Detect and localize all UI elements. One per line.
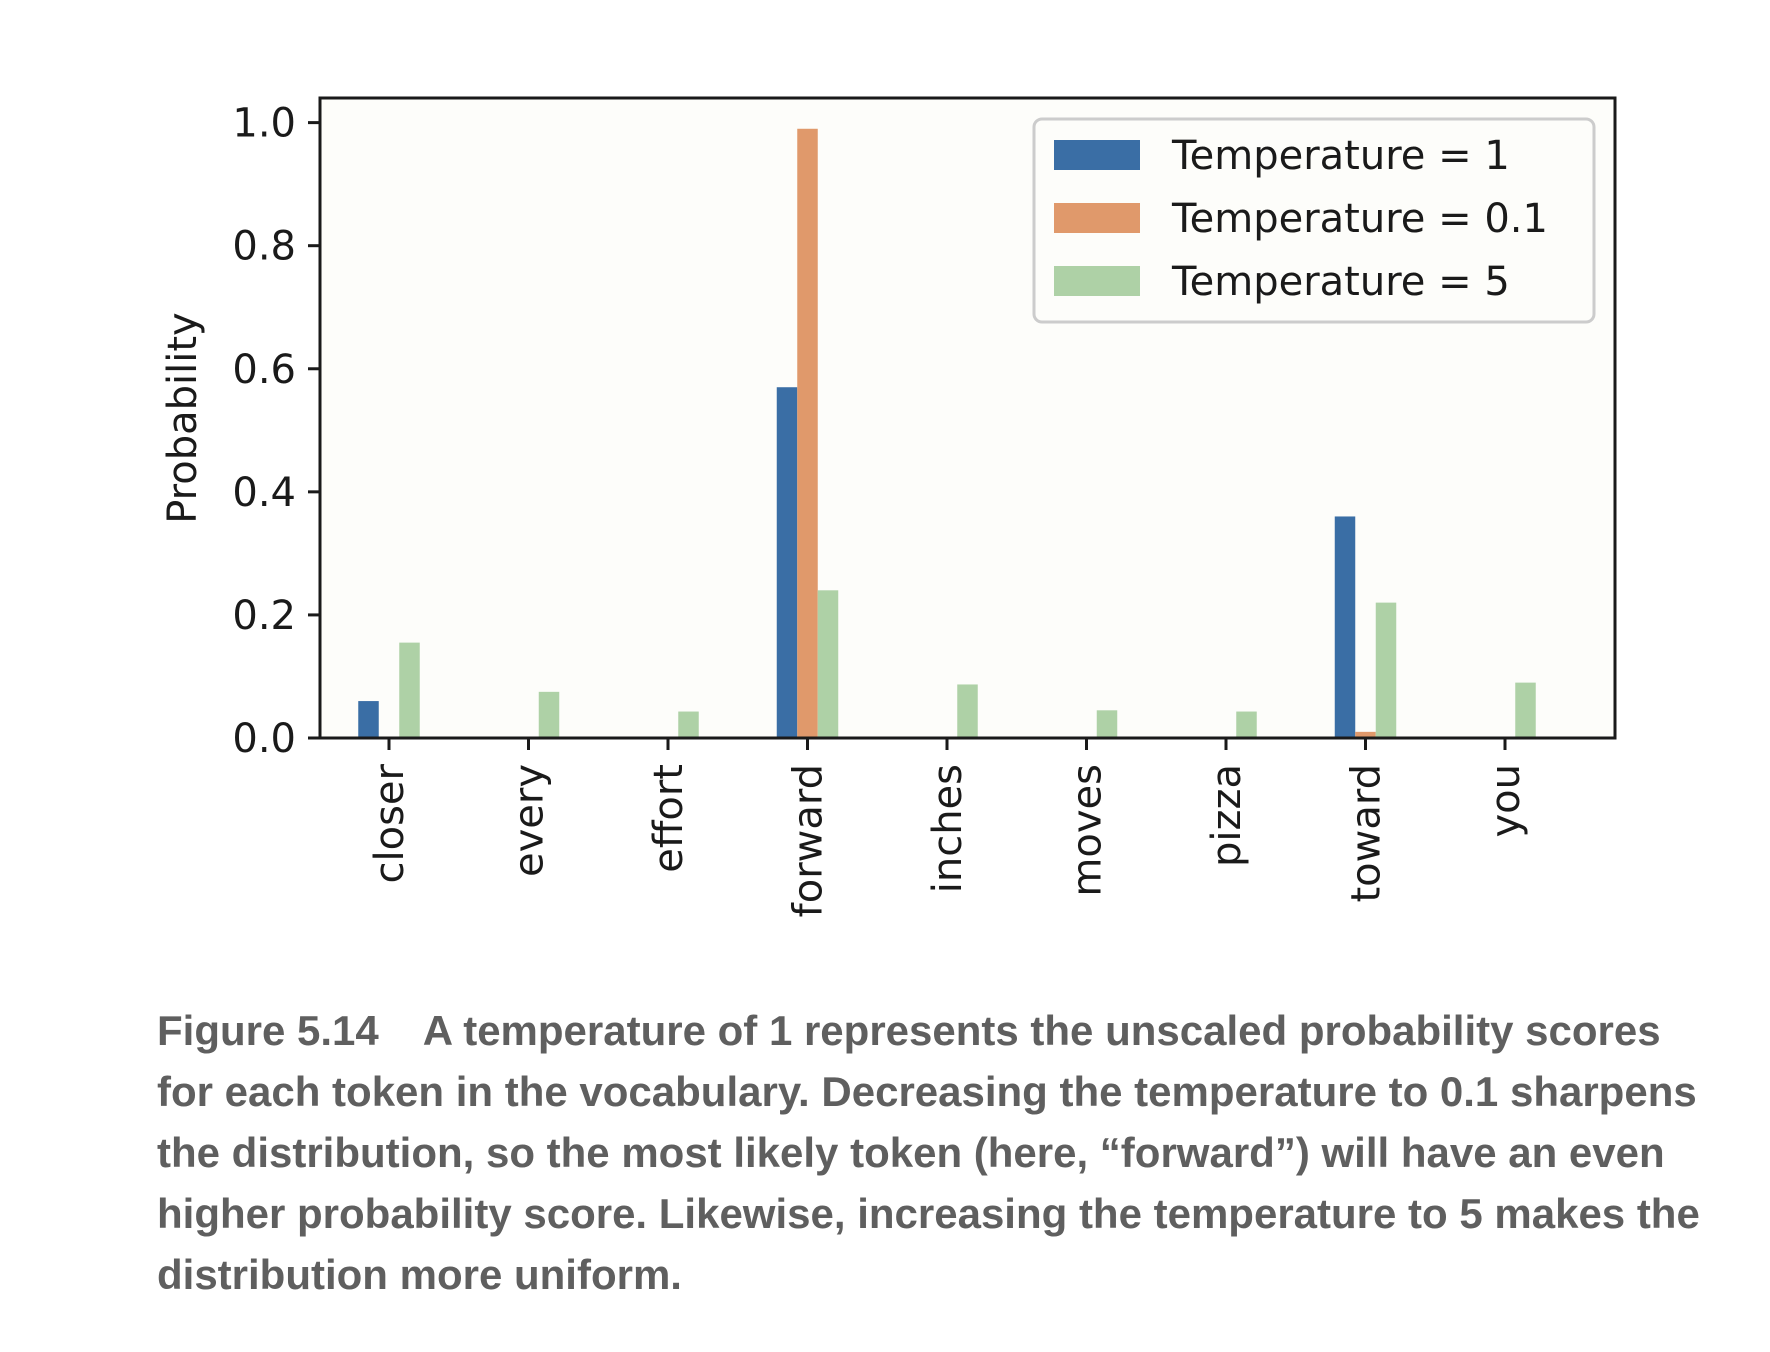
x-tick-label-pizza: pizza (1204, 764, 1250, 867)
y-axis-label: Probability (160, 312, 206, 523)
legend-label-3: Temperature = 5 (1171, 259, 1510, 305)
y-tick-label: 1.0 (232, 101, 296, 147)
bar-you-series-3 (1515, 682, 1536, 738)
bar-forward-series-3 (817, 590, 839, 738)
bar-every-series-3 (538, 691, 560, 738)
bar-toward-series-2 (1355, 731, 1376, 738)
bar-toward-series-3 (1375, 602, 1397, 738)
bar-inches-series-3 (957, 684, 978, 738)
x-tick-label-moves: moves (1065, 764, 1111, 897)
y-tick-label: 0.8 (232, 224, 296, 270)
x-tick-label-inches: inches (925, 764, 971, 893)
figure-caption: Figure 5.14 A temperature of 1 represents… (157, 1000, 1717, 1305)
x-tick-label-you: you (1483, 764, 1529, 838)
caption-text: A temperature of 1 represents the unscal… (157, 1007, 1700, 1298)
bar-effort-series-3 (678, 711, 699, 738)
legend-swatch-3 (1054, 266, 1140, 296)
y-tick-label: 0.0 (232, 716, 296, 762)
legend-label-2: Temperature = 0.1 (1171, 196, 1548, 242)
legend-swatch-1 (1054, 140, 1140, 170)
x-tick-label-closer: closer (367, 763, 413, 883)
x-tick-label-effort: effort (646, 764, 692, 873)
bar-toward-series-1 (1334, 516, 1356, 738)
bar-pizza-series-3 (1236, 711, 1257, 738)
legend-box (1032, 117, 1596, 324)
y-tick-label: 0.6 (232, 347, 296, 393)
y-tick-label: 0.4 (232, 470, 296, 516)
bar-closer-series-1 (358, 701, 379, 738)
bar-forward-series-1 (776, 387, 798, 738)
legend-label-1: Temperature = 1 (1171, 133, 1510, 179)
x-tick-label-toward: toward (1344, 764, 1390, 903)
figure-label: Figure 5.14 (157, 1007, 379, 1054)
legend-swatch-2 (1054, 203, 1140, 233)
bar-moves-series-3 (1096, 710, 1118, 738)
y-tick-label: 0.2 (232, 593, 296, 639)
x-tick-label-every: every (507, 764, 553, 877)
plot-frame (318, 96, 1617, 740)
bar-forward-series-2 (797, 128, 818, 738)
bar-closer-series-3 (399, 642, 420, 738)
x-tick-label-forward: forward (786, 764, 832, 917)
